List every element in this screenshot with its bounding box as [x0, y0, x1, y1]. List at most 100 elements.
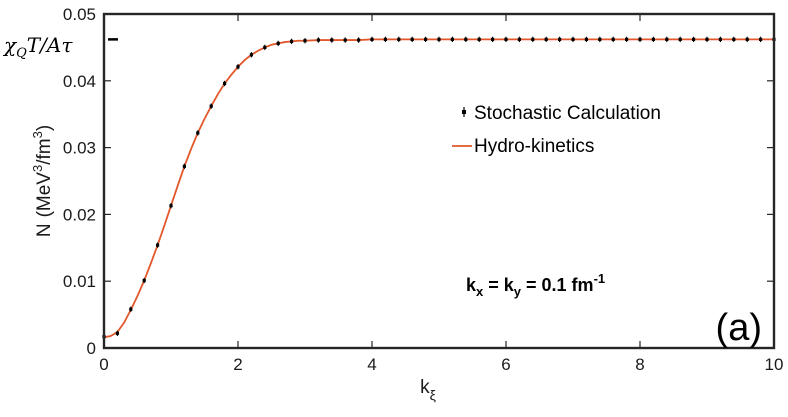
data-point	[330, 37, 334, 43]
data-point	[491, 36, 495, 43]
point-marker	[316, 38, 320, 42]
data-point	[156, 242, 160, 248]
data-point	[209, 103, 213, 109]
data-point	[705, 36, 709, 43]
data-point	[437, 36, 441, 43]
asymptote-label-sub: Q	[16, 46, 27, 61]
y-tick-label: 0.04	[63, 72, 96, 91]
data-point	[584, 36, 588, 43]
point-marker	[169, 204, 173, 208]
y-axis-unit-close: )	[34, 125, 55, 131]
legend-label-stochastic: Stochastic Calculation	[474, 103, 661, 124]
point-marker	[718, 37, 722, 41]
data-point	[611, 36, 615, 43]
point-marker	[357, 38, 361, 42]
point-marker	[383, 37, 387, 41]
point-marker	[464, 37, 468, 41]
point-marker	[571, 37, 575, 41]
data-point	[370, 36, 374, 43]
data-point	[196, 130, 200, 136]
point-marker	[290, 39, 294, 43]
data-point	[625, 36, 629, 43]
legend: Stochastic Calculation Hydro-kinetics	[452, 103, 661, 157]
point-marker	[732, 37, 736, 41]
point-marker	[196, 131, 200, 135]
y-tick-label: 0.05	[63, 5, 96, 24]
data-point	[759, 36, 763, 43]
data-point	[129, 306, 133, 312]
y-tick-label: 0.02	[63, 205, 96, 224]
x-tick-label: 6	[501, 355, 510, 374]
legend-label-hydro: Hydro-kinetics	[474, 136, 594, 157]
point-marker	[651, 37, 655, 41]
data-point	[343, 37, 347, 43]
data-point	[558, 36, 562, 43]
data-point	[142, 277, 146, 284]
x-tick-label: 2	[233, 355, 242, 374]
annotation-exp: -1	[594, 271, 606, 286]
panel-label: (a)	[716, 307, 762, 349]
point-marker	[370, 37, 374, 41]
point-marker	[263, 45, 267, 49]
point-marker	[437, 37, 441, 41]
x-axis-label-main: k	[420, 377, 430, 398]
point-marker	[705, 37, 709, 41]
data-point	[678, 36, 682, 43]
x-tick-label: 8	[635, 355, 644, 374]
y-axis-label-main: N	[34, 223, 55, 237]
data-point	[424, 36, 428, 43]
point-marker	[209, 104, 213, 108]
data-point	[303, 38, 307, 44]
point-marker	[745, 37, 749, 41]
point-marker	[276, 41, 280, 45]
point-marker	[531, 37, 535, 41]
series-hydro-kinetics-line	[103, 38, 774, 339]
data-point	[223, 80, 227, 87]
point-marker	[611, 37, 615, 41]
point-marker	[504, 37, 508, 41]
data-point	[745, 36, 749, 43]
annotation-eq1: = k	[483, 275, 515, 295]
x-tick-label: 0	[99, 355, 108, 374]
data-point	[665, 36, 669, 43]
point-marker	[638, 37, 642, 41]
point-marker	[477, 37, 481, 41]
y-axis-label: N(MeV3/fm3)	[30, 125, 55, 237]
point-marker	[517, 37, 521, 41]
plot-area	[102, 36, 776, 340]
point-marker	[491, 37, 495, 41]
x-tick-label: 10	[765, 355, 784, 374]
point-marker	[129, 307, 133, 311]
data-point	[504, 36, 508, 43]
point-marker	[584, 37, 588, 41]
data-point	[276, 40, 280, 47]
axes-box	[102, 12, 776, 350]
point-marker	[397, 37, 401, 41]
data-point	[410, 36, 414, 43]
data-point	[571, 36, 575, 43]
data-point	[383, 36, 387, 43]
series-stochastic-points	[102, 36, 776, 340]
point-marker	[142, 278, 146, 283]
legend-marker-stochastic	[462, 107, 466, 117]
annotation-momentum: kx = ky = 0.1 fm-1	[466, 271, 605, 299]
data-point	[732, 36, 736, 43]
point-marker	[598, 37, 602, 41]
asymptote-label-chi: χ	[2, 33, 18, 57]
data-point	[397, 36, 401, 43]
data-point	[544, 36, 548, 43]
point-marker	[665, 37, 669, 41]
annotation-kx-sub: x	[476, 284, 484, 299]
data-point	[638, 36, 642, 43]
point-marker	[410, 37, 414, 41]
y-axis-unit-open: (MeV	[34, 172, 55, 218]
data-point	[692, 36, 696, 43]
data-point	[357, 37, 361, 43]
data-point	[651, 36, 655, 43]
y-axis-unit-sup1: 3	[30, 165, 45, 172]
point-marker	[156, 243, 160, 247]
data-point	[249, 52, 253, 58]
data-point	[517, 36, 521, 43]
data-point	[290, 38, 294, 45]
